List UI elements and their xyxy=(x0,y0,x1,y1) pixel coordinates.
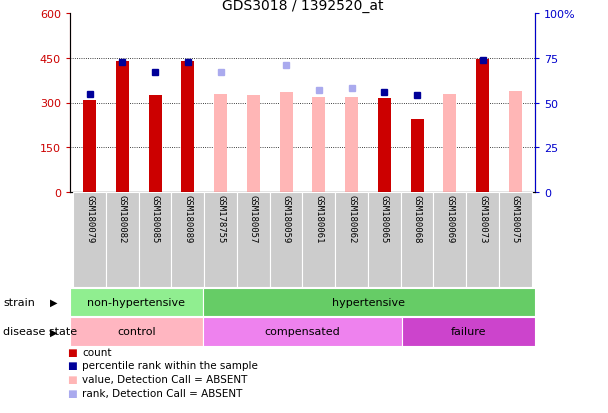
Text: compensated: compensated xyxy=(264,327,340,337)
Bar xyxy=(106,192,139,287)
Text: control: control xyxy=(117,327,156,337)
Bar xyxy=(247,96,260,192)
Text: hypertensive: hypertensive xyxy=(333,297,406,307)
Title: GDS3018 / 1392520_at: GDS3018 / 1392520_at xyxy=(222,0,383,14)
Bar xyxy=(345,97,358,192)
Bar xyxy=(214,95,227,192)
Bar xyxy=(509,91,522,192)
Text: GSM180065: GSM180065 xyxy=(380,195,389,243)
Bar xyxy=(499,192,532,287)
Bar xyxy=(139,192,171,287)
Bar xyxy=(402,318,535,346)
Bar xyxy=(237,192,270,287)
Bar xyxy=(401,192,434,287)
Text: value, Detection Call = ABSENT: value, Detection Call = ABSENT xyxy=(82,374,247,384)
Bar xyxy=(203,318,402,346)
Text: GSM180073: GSM180073 xyxy=(478,195,487,243)
Bar xyxy=(302,192,335,287)
Text: non-hypertensive: non-hypertensive xyxy=(88,297,185,307)
Text: GSM178755: GSM178755 xyxy=(216,195,225,243)
Text: GSM180059: GSM180059 xyxy=(282,195,291,243)
Text: rank, Detection Call = ABSENT: rank, Detection Call = ABSENT xyxy=(82,388,243,398)
Text: ■: ■ xyxy=(67,388,77,398)
Text: GSM180061: GSM180061 xyxy=(314,195,323,243)
Bar xyxy=(466,192,499,287)
Text: strain: strain xyxy=(3,297,35,307)
Bar xyxy=(148,96,162,192)
Bar xyxy=(434,192,466,287)
Text: GSM180062: GSM180062 xyxy=(347,195,356,243)
Text: count: count xyxy=(82,347,112,357)
Bar xyxy=(83,100,96,192)
Bar xyxy=(368,192,401,287)
Text: ▶: ▶ xyxy=(50,327,57,337)
Text: ■: ■ xyxy=(67,347,77,357)
Bar xyxy=(181,62,195,192)
Text: GSM180089: GSM180089 xyxy=(184,195,192,243)
Text: ▶: ▶ xyxy=(50,297,57,307)
Bar xyxy=(443,95,457,192)
Text: failure: failure xyxy=(451,327,486,337)
Text: GSM180069: GSM180069 xyxy=(446,195,454,243)
Text: GSM180079: GSM180079 xyxy=(85,195,94,243)
Bar xyxy=(73,192,106,287)
Text: GSM180075: GSM180075 xyxy=(511,195,520,243)
Text: percentile rank within the sample: percentile rank within the sample xyxy=(82,361,258,370)
Text: GSM180085: GSM180085 xyxy=(151,195,159,243)
Bar xyxy=(116,62,129,192)
Bar xyxy=(270,192,303,287)
Bar xyxy=(335,192,368,287)
Bar xyxy=(204,192,237,287)
Bar xyxy=(280,93,292,192)
Text: disease state: disease state xyxy=(3,327,77,337)
Bar xyxy=(203,288,535,316)
Bar xyxy=(70,288,203,316)
Text: GSM180082: GSM180082 xyxy=(118,195,127,243)
Bar xyxy=(476,60,489,192)
Text: ■: ■ xyxy=(67,361,77,370)
Bar xyxy=(70,318,203,346)
Text: GSM180068: GSM180068 xyxy=(413,195,421,243)
Bar xyxy=(410,119,424,192)
Text: ■: ■ xyxy=(67,374,77,384)
Text: GSM180057: GSM180057 xyxy=(249,195,258,243)
Bar xyxy=(171,192,204,287)
Bar xyxy=(378,99,391,192)
Bar xyxy=(313,97,325,192)
